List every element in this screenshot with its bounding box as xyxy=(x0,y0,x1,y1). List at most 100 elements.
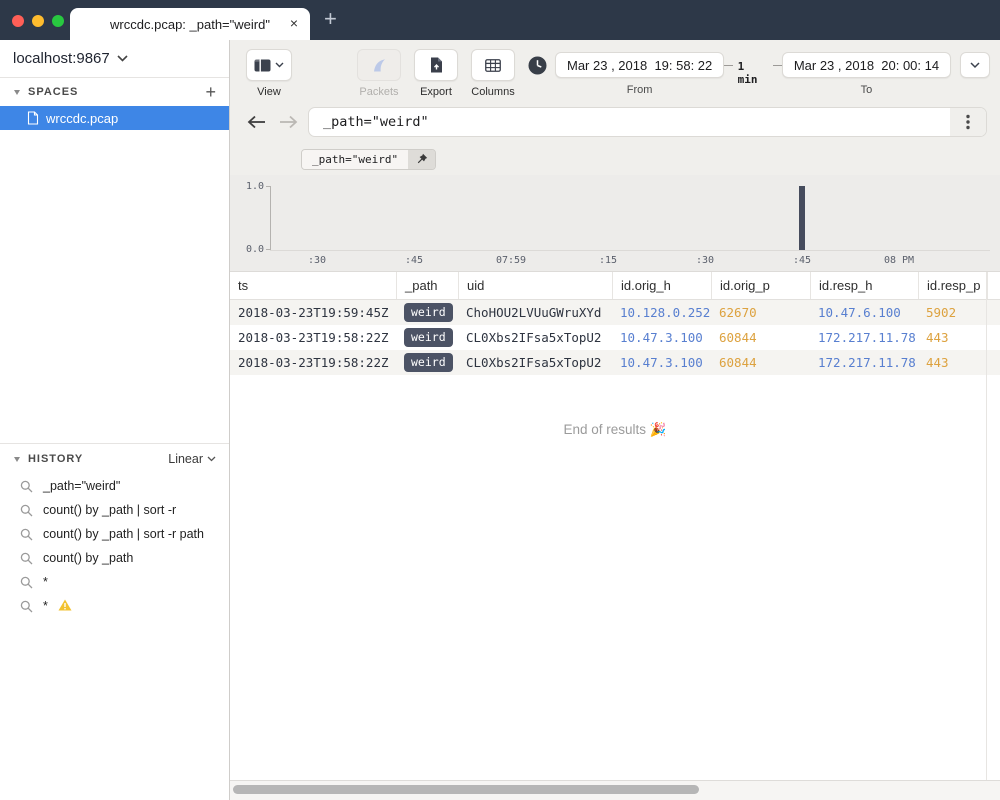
to-date-field[interactable]: Mar 23 , 2018 20: 00: 14 xyxy=(781,52,952,78)
history-item[interactable]: _path="weird" xyxy=(0,474,229,498)
cell-id.orig_h[interactable]: 10.47.3.100 xyxy=(620,355,703,370)
history-item[interactable]: count() by _path | sort -r path xyxy=(0,522,229,546)
x-tick-label: :15 xyxy=(598,255,618,266)
cell-id.resp_h[interactable]: 10.47.6.100 xyxy=(818,305,901,320)
sidebar-item-wrccdc-pcap[interactable]: wrccdc.pcap xyxy=(0,106,229,130)
search-input[interactable]: _path="weird" xyxy=(323,113,429,130)
forward-button[interactable] xyxy=(277,112,299,132)
cell-ts[interactable]: 2018-03-23T19:58:22Z xyxy=(238,330,389,345)
cell-id.orig_p[interactable]: 60844 xyxy=(719,355,757,370)
history-item[interactable]: count() by _path xyxy=(0,546,229,570)
minimize-window-button[interactable] xyxy=(32,15,44,27)
y-tickmark-bottom xyxy=(266,249,270,250)
zoom-window-button[interactable] xyxy=(52,15,64,27)
cell-ts[interactable]: 2018-03-23T19:58:22Z xyxy=(238,355,389,370)
disclosure-triangle-icon[interactable] xyxy=(13,455,21,463)
column-header-_path[interactable]: _path xyxy=(396,272,458,299)
history-section: HISTORY Linear _path="weird" count() by _… xyxy=(0,443,229,618)
cell-_path[interactable]: weird xyxy=(396,353,458,372)
cell-uid[interactable]: CL0Xbs2IFsa5xTopU2 xyxy=(466,330,602,345)
pinned-filter-chip[interactable]: _path="weird" xyxy=(301,148,437,170)
sidebar: localhost:9867 SPACES + wrccdc.pcap xyxy=(0,40,230,800)
cell-id.resp_p[interactable]: 443 xyxy=(926,355,949,370)
disclosure-triangle-icon[interactable] xyxy=(13,88,21,96)
column-header-uid[interactable]: uid xyxy=(458,272,612,299)
search-menu-button[interactable] xyxy=(950,107,986,136)
export-label: Export xyxy=(420,86,452,98)
column-header-id.resp_h[interactable]: id.resp_h xyxy=(810,272,918,299)
search-icon xyxy=(20,504,33,516)
history-query: _path="weird" xyxy=(43,479,121,493)
history-query: * xyxy=(43,599,48,613)
file-icon xyxy=(27,111,39,125)
close-window-button[interactable] xyxy=(12,15,24,27)
column-header-ts[interactable]: ts xyxy=(238,278,249,293)
cell-id.resp_h[interactable]: 172.217.11.78 xyxy=(818,330,916,345)
history-mode-dropdown[interactable]: Linear xyxy=(168,452,216,466)
column-header-id.orig_p[interactable]: id.orig_p xyxy=(711,272,810,299)
history-list: _path="weird" count() by _path | sort -r c… xyxy=(0,474,229,618)
cell-_path[interactable]: weird xyxy=(396,303,458,322)
pin-button[interactable] xyxy=(408,149,436,169)
search-icon xyxy=(20,600,33,612)
cell-uid[interactable]: ChoHOU2LVUuGWruXYd xyxy=(466,305,602,320)
kebab-menu-icon xyxy=(966,114,970,129)
add-space-button[interactable]: + xyxy=(205,82,216,102)
host-selector[interactable]: localhost:9867 xyxy=(0,40,229,78)
column-header-id.orig_h[interactable]: id.orig_h xyxy=(612,272,711,299)
cell-uid[interactable]: CL0Xbs2IFsa5xTopU2 xyxy=(466,355,602,370)
search-icon xyxy=(20,576,33,588)
histogram-bar[interactable] xyxy=(799,186,805,250)
spaces-section-header: SPACES + xyxy=(0,78,229,106)
history-item[interactable]: count() by _path | sort -r xyxy=(0,498,229,522)
export-button[interactable] xyxy=(414,49,458,81)
history-query: count() by _path | sort -r path xyxy=(43,527,204,541)
to-label: To xyxy=(860,84,873,96)
column-header-id.resp_p[interactable]: id.resp_p xyxy=(918,272,987,299)
main-panel: View Packets xyxy=(230,40,1000,800)
table-columns-icon xyxy=(485,58,501,72)
cell-id.resp_h[interactable]: 172.217.11.78 xyxy=(818,355,916,370)
tab-close-icon[interactable]: × xyxy=(289,15,298,31)
packets-button[interactable] xyxy=(357,49,401,81)
export-tool: Export xyxy=(414,49,458,98)
packets-label: Packets xyxy=(359,86,399,98)
results-histogram[interactable]: 1.0 0.0 :30:45 07:59:15:30:45 08 PM xyxy=(230,175,1000,272)
cell-id.resp_p[interactable]: 5902 xyxy=(926,305,957,320)
from-group: Mar 23 , 2018 19: 58: 22 From xyxy=(555,49,725,96)
cell-id.orig_h[interactable]: 10.128.0.252 xyxy=(620,305,711,320)
back-button[interactable] xyxy=(246,112,268,132)
cell-id.orig_p[interactable]: 62670 xyxy=(719,305,757,320)
view-tool: View xyxy=(246,49,292,98)
horizontal-scrollbar-thumb[interactable] xyxy=(233,785,699,794)
cell-id.orig_p[interactable]: 60844 xyxy=(719,330,757,345)
view-button[interactable] xyxy=(246,49,292,81)
columns-button[interactable] xyxy=(471,49,515,81)
table-row[interactable]: 2018-03-23T19:58:22Z weird CL0Xbs2IFsa5xTo… xyxy=(230,350,1000,375)
tab-wrccdc[interactable]: wrccdc.pcap: _path="weird" × xyxy=(70,8,310,40)
cell-id.orig_h[interactable]: 10.47.3.100 xyxy=(620,330,703,345)
y-tickmark-top xyxy=(266,186,270,187)
pinned-filters-row: _path="weird" xyxy=(230,143,1000,175)
path-badge: weird xyxy=(404,303,453,322)
results-table-header: ts _path uid id.orig_h id.orig_p id.resp_h id.… xyxy=(230,272,1000,300)
pinned-filter-label: _path="weird" xyxy=(302,149,409,169)
window-controls xyxy=(12,15,64,27)
tab-title: wrccdc.pcap: _path="weird" xyxy=(110,16,270,32)
from-date-field[interactable]: Mar 23 , 2018 19: 58: 22 xyxy=(555,52,725,78)
history-item[interactable]: * xyxy=(0,594,229,618)
app-frame: localhost:9867 SPACES + wrccdc.pcap xyxy=(0,40,1000,800)
arrow-left-icon xyxy=(247,115,265,128)
cell-id.resp_p[interactable]: 443 xyxy=(926,330,949,345)
cell-ts[interactable]: 2018-03-23T19:59:45Z xyxy=(238,305,389,320)
chevron-down-icon xyxy=(275,62,284,68)
table-row[interactable]: 2018-03-23T19:58:22Z weird CL0Xbs2IFsa5xTo… xyxy=(230,325,1000,350)
path-badge: weird xyxy=(404,328,453,347)
timespan-dropdown-button[interactable] xyxy=(960,52,990,78)
horizontal-scrollbar-track[interactable] xyxy=(230,780,1000,800)
history-item[interactable]: * xyxy=(0,570,229,594)
new-tab-button[interactable]: + xyxy=(324,6,337,31)
cell-_path[interactable]: weird xyxy=(396,328,458,347)
table-row[interactable]: 2018-03-23T19:59:45Z weird ChoHOU2LVUuGWru… xyxy=(230,300,1000,325)
history-query: count() by _path xyxy=(43,551,134,565)
